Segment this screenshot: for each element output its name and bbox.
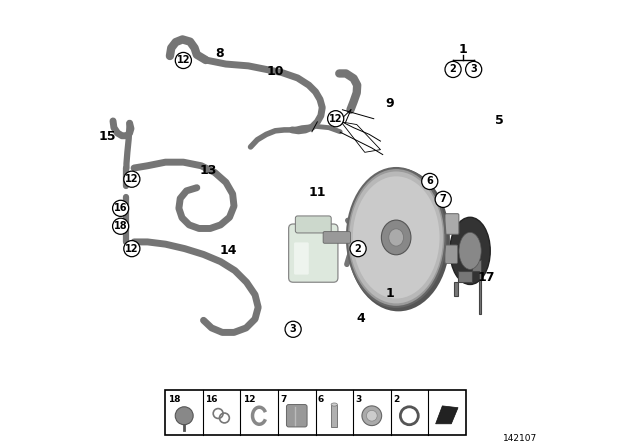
- Ellipse shape: [331, 403, 337, 406]
- Text: 13: 13: [199, 164, 217, 177]
- FancyBboxPatch shape: [287, 405, 307, 427]
- FancyBboxPatch shape: [445, 214, 459, 234]
- Text: 10: 10: [266, 65, 284, 78]
- Bar: [165, 390, 466, 435]
- Circle shape: [124, 241, 140, 257]
- Circle shape: [285, 321, 301, 337]
- Text: 12: 12: [177, 56, 190, 65]
- Polygon shape: [436, 406, 458, 424]
- Text: 7: 7: [440, 194, 447, 204]
- Text: 3: 3: [290, 324, 296, 334]
- Text: 7: 7: [280, 395, 287, 404]
- Text: 12: 12: [243, 395, 255, 404]
- Circle shape: [367, 410, 377, 421]
- FancyBboxPatch shape: [296, 216, 332, 233]
- Text: 4: 4: [356, 311, 365, 325]
- Text: 2: 2: [355, 244, 362, 254]
- Text: 17: 17: [478, 271, 495, 284]
- FancyBboxPatch shape: [445, 245, 458, 263]
- Ellipse shape: [347, 168, 445, 307]
- Text: 16: 16: [205, 395, 218, 404]
- Circle shape: [362, 406, 381, 426]
- Text: 12: 12: [329, 114, 342, 124]
- Text: 9: 9: [385, 96, 394, 110]
- Text: 2: 2: [393, 395, 399, 404]
- Circle shape: [113, 218, 129, 234]
- Circle shape: [350, 241, 366, 257]
- Circle shape: [175, 407, 193, 425]
- Text: 2: 2: [450, 65, 456, 74]
- Text: 3: 3: [470, 65, 477, 74]
- Polygon shape: [454, 260, 481, 314]
- Circle shape: [422, 173, 438, 190]
- Text: 6: 6: [426, 177, 433, 186]
- Text: 11: 11: [309, 186, 326, 199]
- Text: 3: 3: [355, 395, 362, 404]
- Ellipse shape: [450, 217, 490, 284]
- Text: 5: 5: [495, 114, 504, 128]
- Text: 1: 1: [459, 43, 468, 56]
- Text: 15: 15: [99, 130, 116, 143]
- FancyBboxPatch shape: [323, 232, 351, 243]
- FancyBboxPatch shape: [294, 242, 308, 275]
- Text: 16: 16: [114, 203, 127, 213]
- Circle shape: [328, 111, 344, 127]
- Text: 12: 12: [125, 174, 139, 184]
- Ellipse shape: [347, 168, 450, 311]
- Text: 18: 18: [168, 395, 180, 404]
- Circle shape: [466, 61, 482, 78]
- Ellipse shape: [349, 172, 443, 303]
- Circle shape: [445, 61, 461, 78]
- Circle shape: [124, 171, 140, 187]
- Text: 1: 1: [385, 287, 394, 300]
- FancyBboxPatch shape: [289, 224, 338, 282]
- Text: 8: 8: [215, 47, 223, 60]
- Text: 14: 14: [220, 244, 237, 258]
- Ellipse shape: [388, 229, 404, 246]
- Text: 12: 12: [125, 244, 139, 254]
- Ellipse shape: [459, 233, 481, 269]
- Circle shape: [435, 191, 451, 207]
- Ellipse shape: [353, 177, 440, 298]
- Circle shape: [175, 52, 191, 69]
- Circle shape: [113, 200, 129, 216]
- Text: 18: 18: [114, 221, 127, 231]
- Ellipse shape: [381, 220, 411, 255]
- Text: 142107: 142107: [503, 434, 538, 443]
- Bar: [331, 405, 337, 427]
- Text: 6: 6: [317, 395, 324, 404]
